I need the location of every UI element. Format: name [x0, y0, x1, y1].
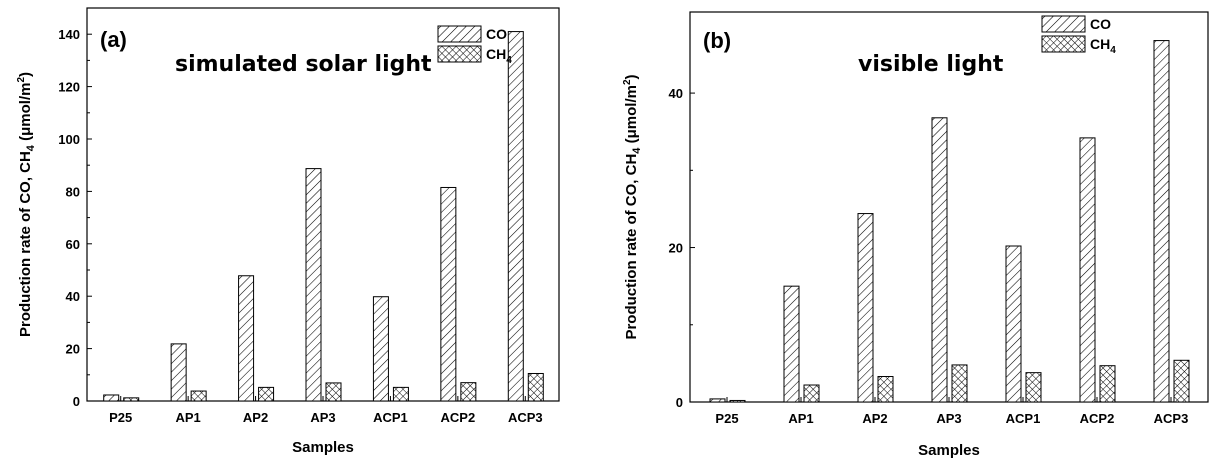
panel-b: 0 20 40 P25 AP1 AP2 AP3 ACP1 ACP2 ACP3 (b) visible …: [622, 11, 1209, 459]
x-tick-label: AP2: [243, 410, 268, 425]
x-tick-label: AP3: [310, 410, 335, 425]
y-tick-label: 80: [66, 184, 80, 199]
bar-co-ap2: [238, 275, 255, 402]
bar-ch4-acp1: [1025, 372, 1042, 403]
bar-co-acp3: [507, 31, 524, 402]
x-tick-label: ACP1: [1006, 411, 1041, 426]
bar-co-ap3: [305, 168, 322, 402]
y-tick-label: 20: [669, 241, 683, 256]
legend-label-co: CO: [486, 26, 507, 42]
bar-ch4-p25: [729, 399, 746, 403]
bar-ch4-ap1: [803, 384, 820, 403]
legend-swatch-co: [1041, 15, 1086, 33]
bar-ch4-ap3: [325, 382, 342, 402]
y-axis-title: Production rate of CO, CH4 (μmol/m2): [16, 72, 37, 337]
condition-annotation: visible light: [858, 52, 1004, 77]
x-tick-label: ACP1: [373, 410, 408, 425]
legend-swatch-ch4: [1041, 35, 1086, 53]
legend-label-ch4: CH4: [1090, 36, 1116, 56]
y-tick-label: 40: [66, 289, 80, 304]
bar-co-ap3: [931, 117, 948, 403]
x-tick-label: ACP3: [508, 410, 543, 425]
bar-ch4-acp3: [527, 372, 544, 402]
y-tick-label: 100: [58, 132, 80, 147]
legend-label-co: CO: [1090, 16, 1111, 32]
bar-ch4-ap2: [258, 386, 275, 402]
legend-swatch-ch4: [437, 45, 482, 63]
bar-co-ap2: [857, 213, 874, 403]
x-axis-title: Samples: [918, 442, 980, 459]
x-tick-label: AP1: [788, 411, 813, 426]
y-tick-label: 140: [58, 27, 80, 42]
bar-co-ap1: [170, 343, 187, 402]
condition-annotation: simulated solar light: [175, 52, 432, 77]
bar-ch4-ap1: [190, 390, 207, 402]
x-tick-label: AP3: [936, 411, 961, 426]
y-axis-title: Production rate of CO, CH4 (μmol/m2): [622, 74, 643, 339]
bar-ch4-acp1: [392, 386, 409, 402]
bar-ch4-acp2: [1099, 365, 1116, 403]
bar-co-acp1: [372, 296, 389, 402]
x-tick-label: AP1: [175, 410, 200, 425]
x-tick-label: ACP2: [441, 410, 476, 425]
x-tick-label: ACP3: [1154, 411, 1189, 426]
bar-ch4-acp3: [1173, 359, 1190, 403]
bar-ch4-p25: [123, 397, 140, 402]
y-tick-label: 120: [58, 80, 80, 95]
bar-co-acp2: [440, 186, 457, 402]
x-tick-label: P25: [109, 410, 132, 425]
bar-co-ap1: [783, 285, 800, 403]
x-tick-label: ACP2: [1080, 411, 1115, 426]
y-tick-label: 0: [676, 395, 683, 410]
y-tick-label: 20: [66, 342, 80, 357]
bar-co-acp3: [1153, 40, 1170, 403]
y-tick-label: 60: [66, 237, 80, 252]
y-tick-label: 40: [669, 86, 683, 101]
bar-ch4-acp2: [460, 382, 477, 402]
bar-co-acp1: [1005, 245, 1022, 403]
bar-ch4-ap2: [877, 376, 894, 403]
panel-label: (b): [703, 28, 731, 53]
bar-co-p25: [103, 394, 120, 402]
bar-co-acp2: [1079, 137, 1096, 403]
legend-label-ch4: CH4: [486, 46, 512, 66]
bar-co-p25: [709, 398, 726, 403]
x-tick-label: AP2: [862, 411, 887, 426]
y-tick-label: 0: [73, 394, 80, 409]
legend-swatch-co: [437, 25, 482, 43]
x-axis-title: Samples: [292, 439, 354, 456]
panel-label: (a): [100, 27, 127, 52]
bar-ch4-ap3: [951, 364, 968, 403]
panel-a: 0 20 40 60 80 100 120 140 P25 AP1 AP2 AP3 ACP1 ACP2 AC…: [16, 7, 560, 456]
x-tick-label: P25: [715, 411, 738, 426]
